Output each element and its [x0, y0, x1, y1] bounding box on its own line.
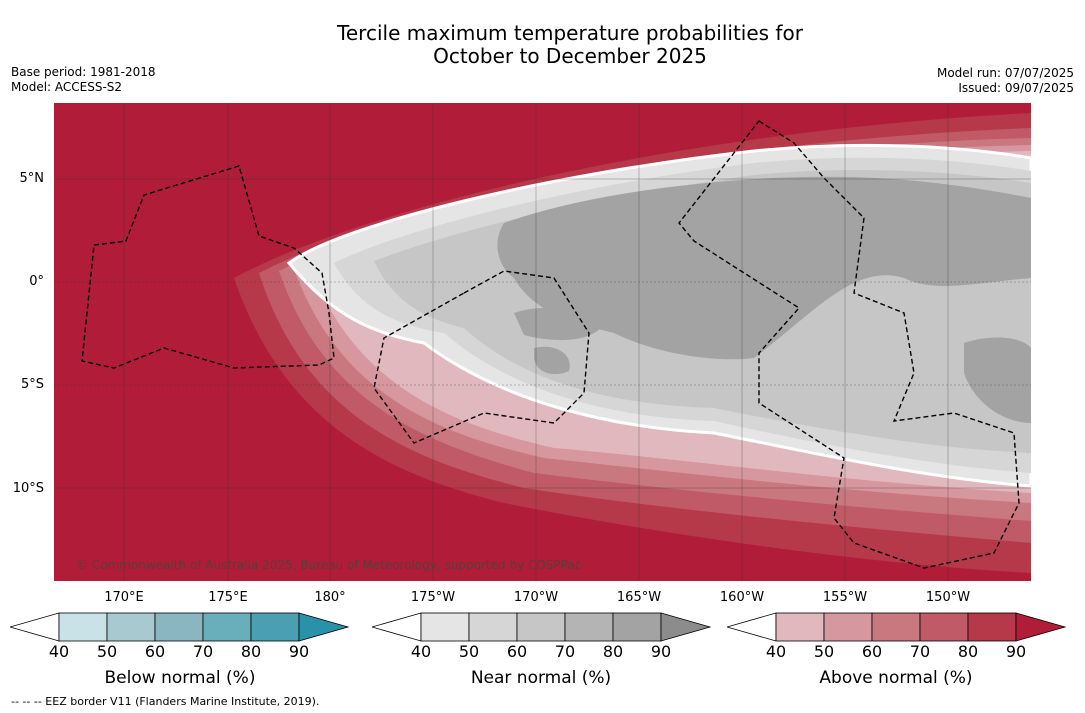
near-normal-70-small [534, 346, 570, 375]
meta-right: Model run: 07/07/2025 Issued: 09/07/2025 [937, 66, 1074, 96]
near-tick-50: 50 [458, 642, 480, 661]
meta-left: Base period: 1981-2018 Model: ACCESS-S2 [11, 65, 156, 95]
colorbar-below-min-arrow [10, 612, 60, 642]
colorbar-below-bin-80 [250, 612, 300, 642]
copyright-text: © Commonwealth of Australia 2025, Bureau… [76, 558, 582, 572]
model-name: Model: ACCESS-S2 [11, 80, 123, 94]
colorbar-above-bin-70 [919, 612, 969, 642]
lat-label-10s: 10°S [12, 481, 44, 496]
colorbar-above-max-arrow [1015, 612, 1067, 642]
above-tick-40: 40 [765, 642, 787, 661]
colorbar-near-bin-50 [468, 612, 518, 642]
lon-label-165w: 165°W [616, 590, 662, 605]
graticule [54, 103, 1031, 581]
near-tick-60: 60 [506, 642, 528, 661]
colorbar-above-bin-80 [967, 612, 1017, 642]
below-normal-label: Below normal (%) [104, 668, 256, 688]
probability-map [54, 103, 1031, 581]
eez-cook-islands [678, 120, 1020, 569]
colorbar-below-bin-50 [106, 612, 156, 642]
eez-tuvalu [81, 165, 335, 369]
above-normal-label: Above normal (%) [819, 668, 973, 688]
eez-borders [81, 120, 1020, 569]
colorbar-near-bin-60 [516, 612, 566, 642]
colorbar-above-bin-40 [775, 612, 825, 642]
lon-label-180: 180° [314, 590, 346, 605]
below-tick-70: 70 [192, 642, 214, 661]
colorbar-above-bin-50 [823, 612, 873, 642]
lat-label-5n: 5°N [19, 171, 45, 186]
colorbar-near-bin-80 [612, 612, 662, 642]
colorbar-near-bin-70 [564, 612, 614, 642]
colorbar-near-normal [372, 612, 712, 642]
lon-label-155w: 155°W [822, 590, 868, 605]
near-tick-80: 80 [602, 642, 624, 661]
colorbar-above-normal [727, 612, 1067, 642]
colorbar-below-bin-60 [154, 612, 204, 642]
lat-label-0: 0° [29, 274, 44, 289]
colorbar-above-min-arrow [727, 612, 777, 642]
lon-label-175w: 175°W [410, 590, 456, 605]
eez-footnote: -- -- -- EEZ border V11 (Flanders Marine… [11, 695, 320, 708]
colorbar-below-normal [10, 612, 350, 642]
near-normal-70 [497, 176, 1031, 360]
below-tick-60: 60 [144, 642, 166, 661]
lon-label-170e: 170°E [104, 590, 144, 605]
colorbar-near-max-arrow [660, 612, 712, 642]
issued-date: Issued: 09/07/2025 [958, 81, 1074, 95]
colorbar-above-bin-60 [871, 612, 921, 642]
title-line-1: Tercile maximum temperature probabilitie… [337, 21, 803, 45]
near-tick-70: 70 [554, 642, 576, 661]
colorbar-near-bin-40 [420, 612, 470, 642]
colorbar-below-bin-70 [202, 612, 252, 642]
above-tick-90: 90 [1005, 642, 1027, 661]
title-line-2: October to December 2025 [433, 44, 707, 68]
above-tick-50: 50 [813, 642, 835, 661]
colorbar-below-max-arrow [298, 612, 350, 642]
lon-label-150w: 150°W [925, 590, 971, 605]
colorbar-near-min-arrow [372, 612, 422, 642]
near-normal-70-east [964, 337, 1031, 423]
lat-label-5s: 5°S [20, 377, 44, 392]
below-tick-50: 50 [96, 642, 118, 661]
below-tick-80: 80 [240, 642, 262, 661]
base-period: Base period: 1981-2018 [11, 65, 156, 79]
above-tick-70: 70 [909, 642, 931, 661]
lon-label-170w: 170°W [513, 590, 559, 605]
above-tick-80: 80 [957, 642, 979, 661]
below-tick-40: 40 [48, 642, 70, 661]
map-title: Tercile maximum temperature probabilitie… [0, 22, 1085, 68]
colorbar-below-bin-40 [58, 612, 108, 642]
below-tick-90: 90 [288, 642, 310, 661]
model-run: Model run: 07/07/2025 [936, 66, 1074, 80]
near-tick-90: 90 [650, 642, 672, 661]
above-tick-60: 60 [861, 642, 883, 661]
near-tick-40: 40 [410, 642, 432, 661]
lon-label-160w: 160°W [719, 590, 765, 605]
near-normal-label: Near normal (%) [470, 668, 612, 688]
near-normal-70-patch [514, 307, 604, 340]
lon-label-175e: 175°E [208, 590, 248, 605]
